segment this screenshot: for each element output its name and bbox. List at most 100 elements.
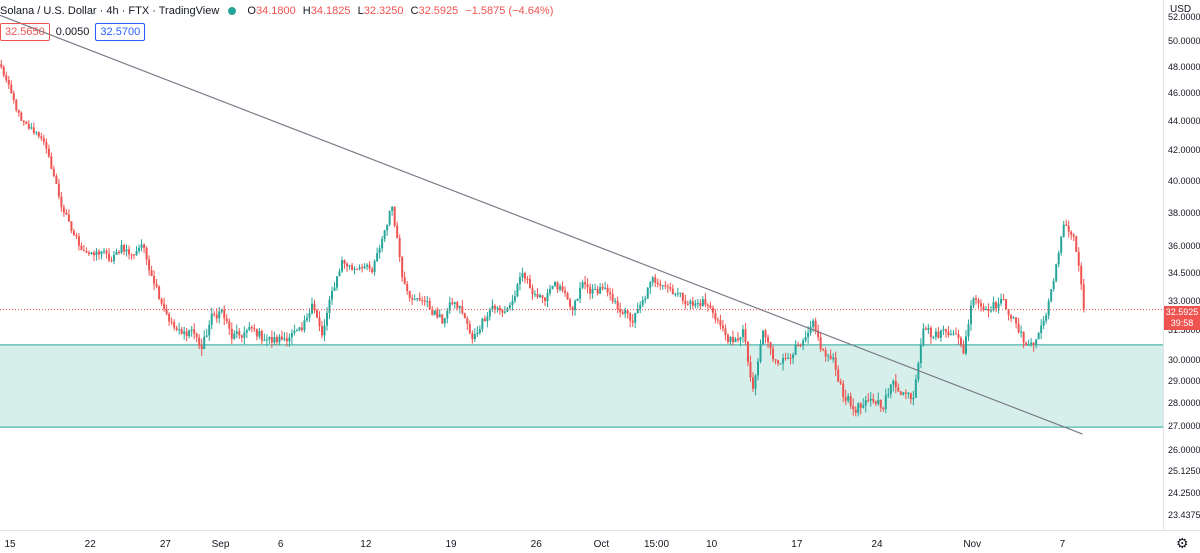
candle-body <box>674 293 677 295</box>
candle-body <box>664 285 667 287</box>
settings-gear-icon[interactable]: ⚙ <box>1176 535 1189 551</box>
buy-price-button[interactable]: 32.5700 <box>95 23 146 41</box>
candle-body <box>243 332 246 338</box>
candle-body <box>403 277 406 284</box>
candle-body <box>932 336 935 338</box>
candle-body <box>684 300 687 304</box>
candle-body <box>113 254 116 262</box>
candle-body <box>924 328 927 330</box>
candle-body <box>596 288 599 294</box>
y-tick-label: 38.0000 <box>1168 207 1200 218</box>
candle-body <box>501 310 504 313</box>
sell-price-button[interactable]: 32.5650 <box>0 23 50 41</box>
candle-body <box>659 284 662 286</box>
candle-body <box>889 384 892 395</box>
candle-body <box>203 336 206 350</box>
candle-body <box>188 329 191 337</box>
candle-body <box>175 327 178 330</box>
x-tick-label: Oct <box>593 539 610 550</box>
last-price-tag: 32.5925 39:58 <box>1164 306 1200 330</box>
candle-body <box>594 288 597 290</box>
candle-body <box>371 268 374 273</box>
candle-body <box>1050 289 1053 302</box>
candle-body <box>278 336 281 343</box>
bar-countdown: 39:58 <box>1170 318 1194 328</box>
candle-body <box>481 318 484 330</box>
candle-body <box>992 302 995 311</box>
price-axis[interactable] <box>1163 0 1200 530</box>
candle-body <box>859 403 862 408</box>
candle-body <box>756 361 759 376</box>
candle-body <box>987 309 990 312</box>
candle-body <box>473 334 476 340</box>
candle-body <box>145 247 148 260</box>
symbol-title[interactable]: Solana / U.S. Dollar · 4h · FTX · Tradin… <box>0 5 220 17</box>
candle-body <box>378 248 381 253</box>
candle-body <box>634 313 637 323</box>
y-tick-label: 30.0000 <box>1168 355 1200 366</box>
candle-body <box>413 299 416 301</box>
candle-body <box>305 317 308 321</box>
candle-body <box>774 359 777 361</box>
candle-body <box>616 300 619 310</box>
candle-body <box>849 396 852 406</box>
candle-body <box>904 392 907 394</box>
x-tick-label: 7 <box>1059 539 1066 550</box>
candle-body <box>453 302 456 304</box>
y-tick-label: 48.0000 <box>1168 61 1200 72</box>
candle-body <box>343 260 346 264</box>
candle-body <box>985 309 988 311</box>
candle-body <box>777 360 780 364</box>
low-label: L <box>357 5 364 17</box>
candle-body <box>1010 315 1013 319</box>
candle-body <box>368 264 371 269</box>
candle-body <box>566 292 569 300</box>
candle-body <box>508 305 511 309</box>
candle-body <box>135 250 138 256</box>
candle-body <box>784 358 787 360</box>
candle-body <box>45 141 48 149</box>
candle-body <box>952 333 955 335</box>
candle-body <box>669 287 672 289</box>
currency-selector[interactable]: USD <box>1170 4 1192 15</box>
candle-body <box>842 383 845 398</box>
candle-body <box>639 304 642 309</box>
candle-body <box>661 285 664 287</box>
y-tick-label: 40.0000 <box>1168 175 1200 186</box>
candle-body <box>366 264 369 267</box>
y-tick-label: 44.0000 <box>1168 116 1200 127</box>
candle-body <box>559 286 562 290</box>
candle-body <box>724 328 727 336</box>
candle-body <box>962 344 965 354</box>
candle-body <box>792 354 795 359</box>
candle-body <box>346 263 349 267</box>
candle-body <box>644 298 647 301</box>
candle-body <box>270 337 273 343</box>
x-tick-label: 17 <box>791 539 803 550</box>
candle-body <box>47 148 50 157</box>
candle-body <box>1055 264 1058 282</box>
candle-body <box>854 409 857 413</box>
candle-body <box>80 245 83 251</box>
candle-body <box>521 273 524 278</box>
candle-body <box>320 326 323 336</box>
candle-body <box>536 294 539 297</box>
candle-body <box>265 339 268 341</box>
candle-body <box>326 312 329 326</box>
candle-body <box>280 336 283 340</box>
x-tick-label: Sep <box>211 539 230 550</box>
candle-body <box>92 252 95 256</box>
candle-body <box>363 266 366 269</box>
x-tick-label: 15 <box>4 539 16 550</box>
candle-body <box>463 313 466 319</box>
last-price-value: 32.5925 <box>1165 307 1199 317</box>
candle-body <box>15 100 18 111</box>
y-tick-label: 42.0000 <box>1168 145 1200 156</box>
symbol-legend: Solana / U.S. Dollar · 4h · FTX · Tradin… <box>0 5 557 17</box>
time-axis[interactable] <box>0 530 1200 553</box>
candle-body <box>97 251 100 255</box>
candle-body <box>32 127 35 134</box>
x-tick-label: 27 <box>159 539 171 550</box>
candle-body <box>726 335 729 342</box>
